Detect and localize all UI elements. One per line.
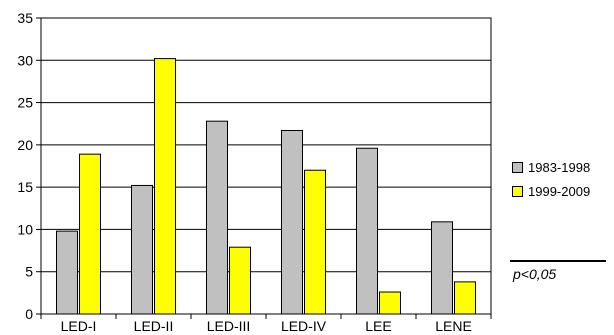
bar-1999-2009-LED-II	[154, 58, 176, 315]
y-tick-label: 20	[17, 137, 33, 153]
legend-swatch-yellow	[512, 185, 523, 197]
significance-note: p<0,05	[513, 266, 557, 282]
bar-1983-1998-LEE	[356, 147, 378, 315]
legend: 1983-1998 1999-2009	[512, 157, 590, 205]
legend-item-1999-2009: 1999-2009	[512, 181, 590, 201]
bar-1999-2009-LED-IV	[304, 169, 326, 315]
legend-label: 1999-2009	[528, 183, 591, 199]
x-tick-label: LEE	[365, 318, 391, 334]
bar-1999-2009-LENE	[454, 281, 476, 315]
x-tick-label: LED-IV	[281, 318, 327, 334]
y-tick-label: 10	[17, 221, 33, 237]
x-tick-label: LENE	[435, 318, 472, 334]
x-tick-label: LED-II	[134, 318, 174, 334]
bar-1983-1998-LED-III	[206, 120, 228, 315]
bar-1999-2009-LED-I	[79, 153, 101, 315]
y-tick-label: 5	[25, 264, 33, 280]
y-tick-label: 35	[17, 10, 33, 26]
bar-1999-2009-LED-III	[229, 246, 251, 315]
legend-label: 1983-1998	[528, 159, 591, 175]
legend-swatch-gray	[512, 161, 523, 173]
bar-1983-1998-LED-IV	[281, 129, 303, 315]
x-tick-label: LED-III	[207, 318, 251, 334]
y-tick-label: 15	[17, 179, 33, 195]
bar-1999-2009-LEE	[379, 291, 401, 315]
legend-item-1983-1998: 1983-1998	[512, 157, 590, 177]
y-tick-label: 30	[17, 52, 33, 68]
y-tick-label: 25	[17, 95, 33, 111]
plot-area	[40, 17, 492, 315]
bar-1983-1998-LED-I	[56, 230, 78, 315]
significance-line	[510, 260, 606, 262]
bar-1983-1998-LENE	[431, 221, 453, 315]
x-tick-label: LED-I	[61, 318, 97, 334]
bar-1983-1998-LED-II	[131, 184, 153, 315]
y-tick-label: 0	[25, 306, 33, 322]
